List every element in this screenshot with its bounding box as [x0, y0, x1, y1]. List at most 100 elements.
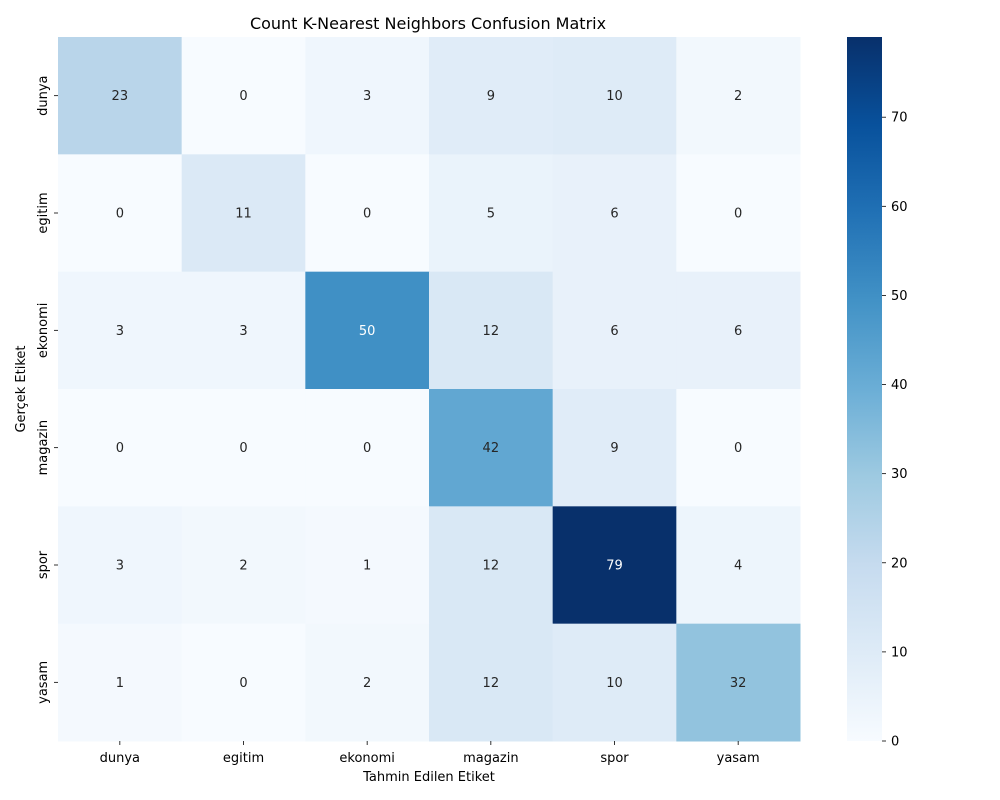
- cell-value-magazin-magazin: 42: [483, 441, 500, 456]
- heatmap-cell-magazin-egitim: [181, 389, 306, 507]
- colorbar-tick-label-10: 10: [891, 645, 908, 660]
- heatmap-cell-dunya-spor: [552, 37, 677, 155]
- heatmap-cell-ekonomi-spor: [552, 271, 677, 390]
- colorbar-tick-label-0: 0: [891, 735, 899, 750]
- y-tick-label-yasam: yasam: [36, 661, 51, 704]
- cell-value-spor-spor: 79: [606, 559, 623, 574]
- heatmap-cell-magazin-ekonomi: [305, 389, 430, 507]
- cell-value-spor-magazin: 12: [483, 559, 500, 574]
- heatmap-cell-egitim-yasam: [676, 154, 801, 273]
- heatmap-cell-magazin-spor: [552, 389, 677, 507]
- cell-value-egitim-yasam: 0: [734, 207, 742, 222]
- cell-value-magazin-dunya: 0: [116, 441, 124, 456]
- cell-value-dunya-spor: 10: [606, 89, 623, 104]
- colorbar-gradient: [847, 37, 882, 741]
- heatmap-cell-dunya-ekonomi: [305, 37, 430, 155]
- heatmap-cell-egitim-magazin: [429, 154, 554, 273]
- cell-value-spor-yasam: 4: [734, 559, 742, 574]
- heatmap-cell-ekonomi-egitim: [181, 271, 306, 390]
- x-tick-label-ekonomi: ekonomi: [339, 751, 395, 766]
- heatmap-cell-ekonomi-dunya: [58, 271, 183, 390]
- cell-value-ekonomi-ekonomi: 50: [359, 324, 376, 339]
- y-axis: dunya egitim ekonomi magazin spor yasam: [36, 75, 58, 704]
- heatmap-cell-egitim-egitim: [181, 154, 306, 273]
- cell-value-dunya-yasam: 2: [734, 89, 742, 104]
- heatmap-cell-dunya-yasam: [676, 37, 801, 155]
- cell-value-magazin-egitim: 0: [239, 441, 247, 456]
- heatmap-cell-yasam-magazin: [429, 623, 554, 742]
- cell-value-magazin-yasam: 0: [734, 441, 742, 456]
- x-axis: dunya egitim ekonomi magazin spor yasam: [100, 741, 760, 766]
- cell-value-yasam-spor: 10: [606, 676, 623, 691]
- cell-value-dunya-ekonomi: 3: [363, 89, 371, 104]
- cell-value-yasam-magazin: 12: [483, 676, 500, 691]
- y-axis-label: Gerçek Etiket: [14, 345, 29, 432]
- cell-value-ekonomi-yasam: 6: [734, 324, 742, 339]
- cell-value-spor-ekonomi: 1: [363, 559, 371, 574]
- cell-value-spor-dunya: 3: [116, 559, 124, 574]
- cell-value-yasam-yasam: 32: [730, 676, 747, 691]
- cell-value-egitim-spor: 6: [610, 207, 618, 222]
- cell-value-ekonomi-magazin: 12: [483, 324, 500, 339]
- colorbar-tick-label-50: 50: [891, 289, 908, 304]
- cell-value-ekonomi-dunya: 3: [116, 324, 124, 339]
- colorbar-tick-label-40: 40: [891, 378, 908, 393]
- heatmap-cell-yasam-yasam: [676, 623, 801, 742]
- heatmap-cell-dunya-magazin: [429, 37, 554, 155]
- heatmap-cell-magazin-dunya: [58, 389, 183, 507]
- heatmap-cell-spor-ekonomi: [305, 506, 430, 625]
- colorbar-tick-label-30: 30: [891, 467, 908, 482]
- heatmap-cell-yasam-ekonomi: [305, 623, 430, 742]
- heatmap-cell-magazin-yasam: [676, 389, 801, 507]
- heatmap-cell-egitim-ekonomi: [305, 154, 430, 273]
- cell-value-spor-egitim: 2: [239, 559, 247, 574]
- heatmap-cell-spor-dunya: [58, 506, 183, 625]
- x-axis-label: Tahmin Edilen Etiket: [362, 770, 495, 785]
- y-tick-label-ekonomi: ekonomi: [36, 303, 51, 359]
- cell-value-dunya-magazin: 9: [487, 89, 495, 104]
- cell-value-egitim-dunya: 0: [116, 207, 124, 222]
- cell-value-egitim-ekonomi: 0: [363, 207, 371, 222]
- heatmap-cell-egitim-dunya: [58, 154, 183, 273]
- heatmap-cell-spor-egitim: [181, 506, 306, 625]
- heatmap-cell-spor-spor: [552, 506, 677, 625]
- cell-value-magazin-ekonomi: 0: [363, 441, 371, 456]
- heatmap-cell-yasam-dunya: [58, 623, 183, 742]
- heatmap-cell-ekonomi-yasam: [676, 271, 801, 390]
- colorbar-tick-label-70: 70: [891, 111, 908, 126]
- cell-value-yasam-egitim: 0: [239, 676, 247, 691]
- x-tick-label-spor: spor: [600, 751, 629, 766]
- heatmap-cell-dunya-egitim: [181, 37, 306, 155]
- x-tick-label-egitim: egitim: [223, 751, 264, 766]
- cell-value-yasam-ekonomi: 2: [363, 676, 371, 691]
- cell-value-magazin-spor: 9: [610, 441, 618, 456]
- heatmap-cell-dunya-dunya: [58, 37, 183, 155]
- cell-value-ekonomi-spor: 6: [610, 324, 618, 339]
- y-tick-label-dunya: dunya: [36, 75, 51, 115]
- x-tick-label-magazin: magazin: [463, 751, 519, 766]
- x-tick-label-dunya: dunya: [100, 751, 140, 766]
- heatmap-cell-ekonomi-ekonomi: [305, 271, 430, 390]
- heatmap-cell-egitim-spor: [552, 154, 677, 273]
- cell-value-dunya-dunya: 23: [112, 89, 129, 104]
- y-tick-label-magazin: magazin: [36, 420, 51, 476]
- heatmap-cell-yasam-spor: [552, 623, 677, 742]
- heatmap-cell-labels: 23 0 3 9 10 20 11 0 5 6 03 3 50 12 6 60 0 0 42 9 03 2 1 12 79 41 0…: [112, 89, 747, 691]
- colorbar-tick-label-20: 20: [891, 556, 908, 571]
- colorbar: 0 10 20 30 40 50 60 70: [847, 37, 908, 750]
- cell-value-ekonomi-egitim: 3: [239, 324, 247, 339]
- x-tick-label-yasam: yasam: [717, 751, 760, 766]
- cell-value-yasam-dunya: 1: [116, 676, 124, 691]
- y-tick-label-spor: spor: [36, 550, 51, 579]
- y-tick-label-egitim: egitim: [36, 192, 51, 233]
- cell-value-egitim-egitim: 11: [235, 207, 252, 222]
- cell-value-egitim-magazin: 5: [487, 207, 495, 222]
- colorbar-tick-label-60: 60: [891, 200, 908, 215]
- heatmap-cells: [58, 37, 801, 742]
- heatmap-cell-spor-yasam: [676, 506, 801, 625]
- cell-value-dunya-egitim: 0: [239, 89, 247, 104]
- chart-title: Count K-Nearest Neighbors Confusion Matr…: [250, 14, 606, 33]
- heatmap-cell-ekonomi-magazin: [429, 271, 554, 390]
- heatmap-cell-yasam-egitim: [181, 623, 306, 742]
